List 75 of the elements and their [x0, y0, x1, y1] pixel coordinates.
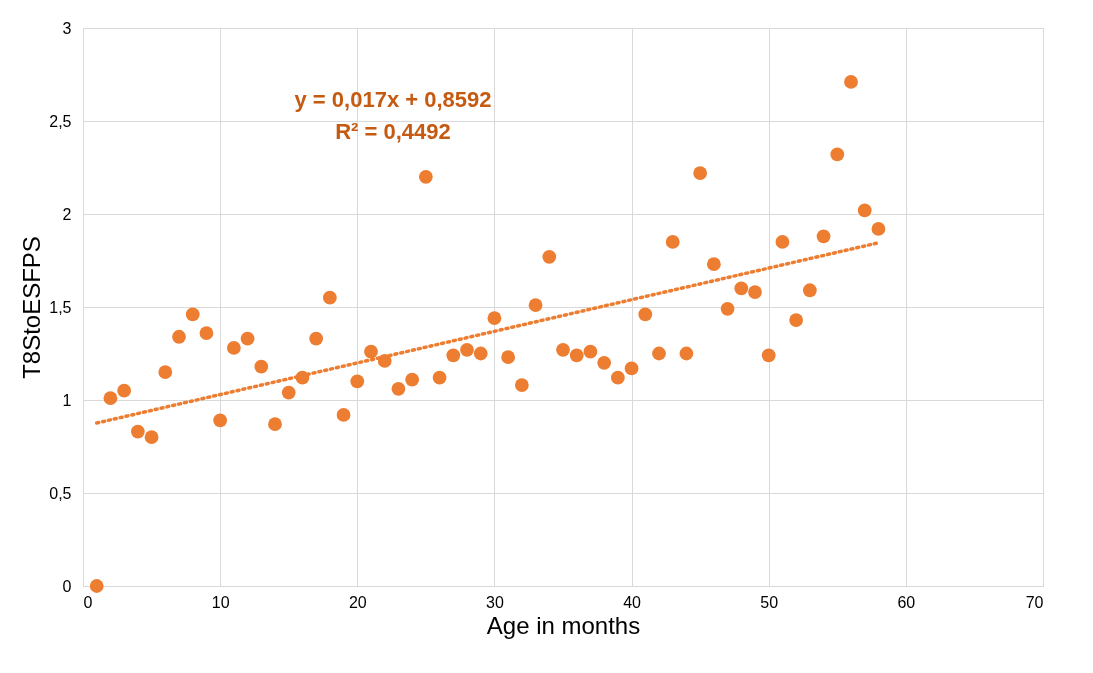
point — [693, 166, 708, 180]
point — [432, 370, 447, 385]
point — [130, 424, 145, 439]
point — [240, 331, 255, 346]
y-axis-title: T8StoESFPS — [18, 236, 46, 379]
point — [391, 381, 406, 396]
y-tick-label: 0,5 — [49, 484, 72, 502]
x-tick-label: 70 — [1025, 593, 1044, 611]
point — [514, 378, 529, 392]
y-tick-label: 2 — [62, 205, 72, 223]
point — [844, 75, 858, 89]
y-tick-label: 0 — [62, 577, 72, 595]
point — [597, 355, 612, 370]
point — [542, 249, 557, 264]
point — [254, 359, 269, 374]
point — [281, 385, 296, 400]
point — [720, 301, 735, 316]
point — [830, 147, 845, 162]
y-tick-label: 1,5 — [49, 298, 72, 316]
point — [761, 348, 776, 363]
x-tick-label: 50 — [760, 593, 779, 611]
point — [364, 344, 378, 359]
point — [556, 342, 570, 357]
x-tick-label: 60 — [897, 593, 916, 611]
point — [706, 257, 721, 272]
point — [322, 290, 337, 305]
point — [501, 350, 516, 365]
x-tick-label: 30 — [486, 593, 504, 611]
point — [268, 417, 282, 432]
point — [158, 365, 173, 379]
y-tick-label: 3 — [62, 19, 72, 37]
point — [748, 285, 762, 299]
point — [857, 203, 872, 218]
point — [871, 222, 886, 236]
x-tick-label: 20 — [348, 593, 367, 611]
y-tick-label: 2,5 — [49, 112, 72, 130]
point — [624, 361, 639, 376]
point — [460, 342, 474, 357]
point — [199, 326, 214, 340]
point — [418, 169, 433, 184]
point — [652, 346, 666, 361]
point — [734, 281, 749, 296]
point — [775, 235, 790, 249]
annotation: R² = 0,4492 — [335, 119, 451, 144]
point — [446, 348, 461, 363]
point — [528, 298, 543, 313]
point — [103, 391, 118, 406]
point — [569, 348, 584, 363]
x-tick-label: 40 — [623, 593, 642, 611]
point — [473, 346, 488, 361]
point — [802, 283, 817, 298]
point — [185, 307, 200, 322]
point — [638, 307, 653, 322]
point — [144, 430, 159, 445]
point — [610, 370, 625, 385]
point — [665, 235, 680, 249]
point — [816, 229, 831, 244]
point — [117, 383, 132, 398]
point — [213, 413, 228, 428]
point — [350, 374, 365, 389]
point — [226, 341, 241, 355]
point — [336, 408, 351, 422]
point — [679, 346, 694, 361]
annotation: y = 0,017x + 0,8592 — [294, 87, 492, 112]
point — [487, 311, 502, 326]
point — [405, 372, 420, 387]
x-axis-title: Age in months — [486, 611, 641, 639]
point — [172, 329, 186, 344]
x-tick-label: 0 — [83, 593, 93, 611]
point — [309, 331, 324, 346]
point — [583, 344, 598, 359]
x-tick-label: 10 — [211, 593, 230, 611]
point — [89, 579, 104, 593]
y-tick-label: 1 — [62, 391, 72, 409]
point — [789, 313, 804, 327]
